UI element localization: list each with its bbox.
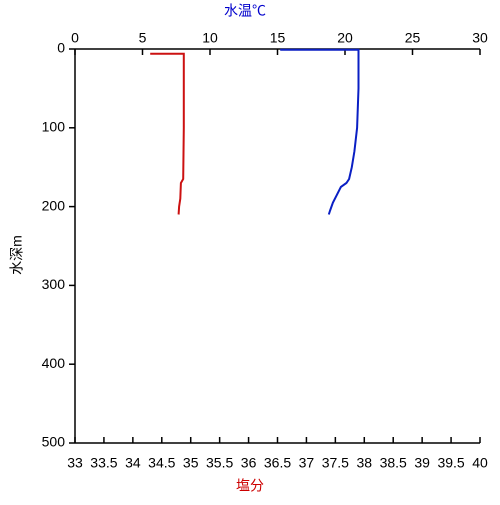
y-tick-label: 200 [42,197,66,213]
y-axis-label: 水深m [9,235,25,275]
y-tick-label: 100 [42,119,66,135]
x2-tick-label: 25 [405,30,421,46]
x2-tick-label: 15 [270,30,286,46]
x-tick-label: 36 [241,455,257,471]
x-tick-label: 33.5 [90,455,117,471]
x2-tick-label: 30 [472,30,488,46]
y-tick-label: 0 [57,40,65,56]
x-tick-label: 39 [414,455,430,471]
x2-axis-label: 水温℃ [224,3,266,19]
x2-tick-label: 20 [337,30,353,46]
y-tick-label: 300 [42,276,66,292]
profile-line [150,52,185,215]
x-tick-label: 35.5 [206,455,233,471]
x-tick-label: 33 [67,455,83,471]
x2-tick-label: 5 [139,30,147,46]
x-tick-label: 39.5 [437,455,464,471]
x-tick-label: 37 [299,455,315,471]
x-tick-label: 38 [356,455,372,471]
x-tick-label: 34 [125,455,141,471]
x-tick-label: 40 [472,455,488,471]
x-axis-label: 塩分 [236,478,264,494]
y-tick-label: 500 [42,434,66,450]
y-tick-label: 400 [42,355,66,371]
profile-line [280,48,360,215]
x2-tick-label: 10 [202,30,218,46]
x-tick-label: 37.5 [322,455,349,471]
x-tick-label: 38.5 [380,455,407,471]
x2-tick-label: 0 [71,30,79,46]
x-tick-label: 36.5 [264,455,291,471]
x-tick-label: 34.5 [148,455,175,471]
x-tick-label: 35 [183,455,199,471]
